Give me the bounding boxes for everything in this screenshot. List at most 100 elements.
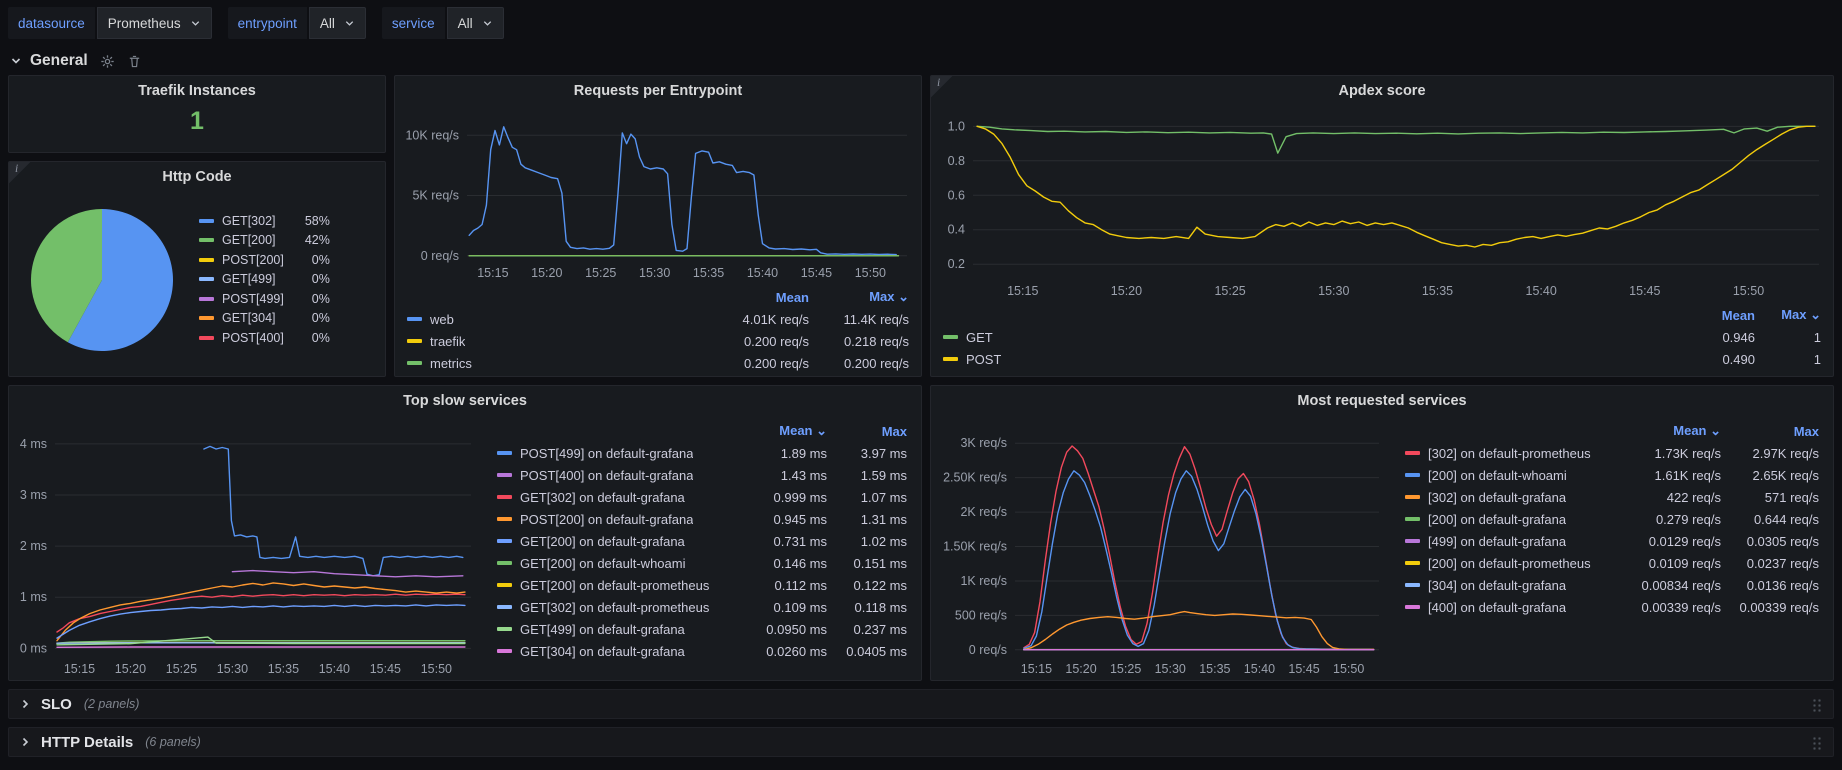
series-label[interactable]: web (430, 311, 454, 327)
legend-row: POST[200] 0% (199, 250, 330, 270)
y-axis-tick: 0.6 (948, 188, 965, 202)
x-axis-tick: 15:45 (370, 662, 401, 676)
pie-chart[interactable] (31, 209, 174, 351)
series-label[interactable]: POST[499] (222, 291, 284, 306)
series-label[interactable]: POST[400] (222, 330, 284, 345)
row-general-title: General (30, 52, 88, 69)
legend-row: GET[200] on default-whoami 0.146 ms 0.151 … (497, 552, 907, 574)
series-label[interactable]: GET[499] on default-grafana (520, 621, 685, 637)
series-value: 0.118 ms (854, 599, 907, 615)
panel-traefik-instances: Traefik Instances 1 (8, 75, 386, 153)
panel-title[interactable]: Most requested services (1297, 393, 1467, 409)
panel-title[interactable]: Http Code (162, 169, 232, 185)
panel-header[interactable]: Top slow services (9, 386, 921, 416)
legend-sort-mean[interactable]: Mean ⌄ (779, 423, 827, 438)
variable-service-picker[interactable]: All (446, 7, 504, 39)
series-label[interactable]: metrics (430, 355, 472, 371)
series-label[interactable]: [302] on default-prometheus (1428, 445, 1591, 461)
series-color-chip (407, 339, 422, 343)
row-header-http-details[interactable]: HTTP Details (6 panels) (8, 727, 1834, 757)
series-value: 0.200 req/s (843, 355, 909, 371)
legend-sort-mean[interactable]: Mean (1721, 307, 1755, 323)
series-label[interactable]: [499] on default-grafana (1428, 533, 1567, 549)
series-color-chip (497, 583, 512, 587)
x-axis-tick: 15:40 (1244, 662, 1275, 676)
panel-info-icon[interactable]: i (9, 162, 31, 184)
legend-row: [302] on default-prometheus 1.73K req/s 2.… (1405, 442, 1819, 464)
line-chart[interactable]: 0 req/s 500 req/s 1K req/s 1.50K req/s 2K re… (931, 416, 1393, 680)
http-code-legend: GET[302] 58% GET[200] 42% POST[200] 0% GET[499… (187, 209, 342, 352)
series-label[interactable]: POST[499] on default-grafana (520, 445, 694, 461)
row-delete-button[interactable] (127, 54, 142, 69)
variable-entrypoint-value: All (319, 15, 335, 31)
panel-header[interactable]: Http Code (9, 162, 385, 192)
legend-row: POST[499] on default-grafana 1.89 ms 3.97 … (497, 442, 907, 464)
requests-chart[interactable]: 0 req/s 5K req/s 10K req/s 15:15 15:20 15:25 1… (395, 106, 921, 284)
series-label[interactable]: GET[200] on default-prometheus (520, 577, 710, 593)
series-label[interactable]: GET[304] (222, 311, 276, 325)
pie-slice-get-200-[interactable] (31, 209, 102, 343)
row-header-slo[interactable]: SLO (2 panels) (8, 689, 1834, 719)
legend-sort-mean[interactable]: Mean ⌄ (1673, 423, 1721, 438)
panel-title[interactable]: Traefik Instances (138, 83, 256, 99)
series-label[interactable]: POST[200] (222, 252, 284, 267)
series-label[interactable]: GET[200] on default-whoami (520, 555, 686, 571)
panel-header[interactable]: Requests per Entrypoint (395, 76, 921, 106)
row-settings-button[interactable] (100, 54, 115, 69)
series-label[interactable]: POST[400] on default-grafana (520, 467, 694, 483)
series-value: 0.279 req/s (1655, 511, 1721, 527)
series-label[interactable]: GET[499] (222, 272, 276, 286)
line-chart[interactable]: 4 ms 3 ms 2 ms 1 ms 0 ms 15:15 15:20 15:25 15:30… (9, 416, 485, 680)
series-label[interactable]: POST (966, 351, 1002, 367)
pie-slice-get-302-[interactable] (67, 209, 174, 351)
series-label[interactable]: [200] on default-grafana (1428, 511, 1567, 527)
http-code-pie-chart[interactable] (31, 209, 174, 351)
panel-header[interactable]: Traefik Instances (9, 76, 385, 106)
series-label[interactable]: POST[200] on default-grafana (520, 511, 694, 527)
panel-title[interactable]: Apdex score (1338, 83, 1426, 99)
series-label[interactable]: traefik (430, 333, 466, 349)
panel-title[interactable]: Requests per Entrypoint (573, 83, 743, 99)
series-label[interactable]: GET[200] on default-grafana (520, 533, 685, 549)
series-label[interactable]: GET[200] (222, 233, 276, 247)
legend-sort-max[interactable]: Max (1793, 423, 1819, 439)
series-label[interactable]: [200] on default-prometheus (1428, 555, 1591, 571)
series-color-chip (497, 451, 512, 455)
legend-sort-max[interactable]: Max ⌄ (869, 289, 909, 304)
series-value: 58% (304, 213, 330, 228)
panel-title[interactable]: Top slow services (403, 393, 527, 409)
legend-sort-mean[interactable]: Mean (775, 289, 809, 305)
series-label[interactable]: GET[302] on default-grafana (520, 489, 685, 505)
panel-header[interactable]: Most requested services (931, 386, 1833, 416)
series-label[interactable]: GET[304] on default-grafana (520, 643, 685, 659)
panel-header[interactable]: Apdex score (931, 76, 1833, 106)
apdex-chart[interactable]: 1.0 0.8 0.6 0.4 0.2 15:15 15:20 15:25 15:30 15:35… (931, 106, 1833, 302)
line-chart[interactable]: 0 req/s 5K req/s 10K req/s 15:15 15:20 15:25 1… (395, 106, 921, 284)
most-requested-chart[interactable]: 0 req/s 500 req/s 1K req/s 1.50K req/s 2K re… (931, 416, 1393, 680)
top-slow-chart[interactable]: 4 ms 3 ms 2 ms 1 ms 0 ms 15:15 15:20 15:25 15:30… (9, 416, 485, 680)
row-general-toggle[interactable]: General (10, 52, 88, 70)
row-drag-handle[interactable] (1812, 696, 1823, 712)
series-color-chip (199, 277, 214, 281)
panel-requests-per-entrypoint: Requests per Entrypoint 0 req/s 5K req/s 1… (394, 75, 922, 377)
legend-sort-max[interactable]: Max ⌄ (1781, 307, 1821, 322)
series-value: 0% (311, 291, 330, 306)
series-label[interactable]: GET (966, 329, 993, 345)
series-label[interactable]: [400] on default-grafana (1428, 599, 1567, 615)
series-label[interactable]: GET[302] (222, 213, 276, 228)
panel-top-slow-services: Top slow services 4 ms 3 ms 2 ms 1 ms 0 ms 15… (8, 385, 922, 681)
legend-sort-max[interactable]: Max (881, 423, 907, 439)
series-label[interactable]: GET[302] on default-prometheus (520, 599, 710, 615)
variable-datasource-picker[interactable]: Prometheus (96, 7, 212, 39)
series-label[interactable]: [304] on default-grafana (1428, 577, 1567, 593)
series-label[interactable]: [200] on default-whoami (1428, 467, 1567, 483)
variable-datasource-label: datasource (8, 7, 95, 39)
top-slow-content: 4 ms 3 ms 2 ms 1 ms 0 ms 15:15 15:20 15:25 15:30… (9, 416, 921, 680)
line-chart[interactable]: 1.0 0.8 0.6 0.4 0.2 15:15 15:20 15:25 15:30 15:35… (931, 106, 1833, 302)
variable-entrypoint-picker[interactable]: All (308, 7, 366, 39)
panel-info-icon[interactable]: i (931, 76, 953, 98)
series-label[interactable]: [302] on default-grafana (1428, 489, 1567, 505)
series-color-chip (199, 316, 214, 320)
x-axis-tick: 15:30 (1155, 662, 1186, 676)
row-drag-handle[interactable] (1812, 734, 1823, 750)
